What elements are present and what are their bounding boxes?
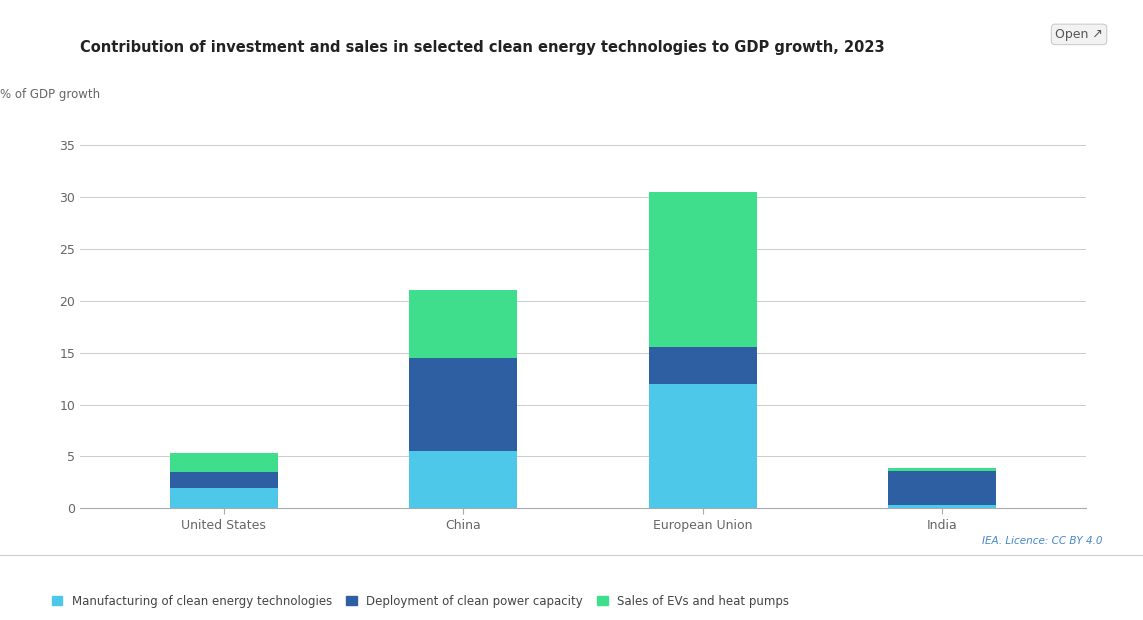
Bar [409,451,517,508]
Legend: Manufacturing of clean energy technologies, Deployment of clean power capacity, : Manufacturing of clean energy technologi… [51,595,789,608]
Bar [170,487,278,508]
Bar [649,384,757,508]
Text: Contribution of investment and sales in selected clean energy technologies to GD: Contribution of investment and sales in … [80,40,885,55]
Bar [888,505,996,508]
Bar [170,453,278,472]
Text: Open ↗: Open ↗ [1055,28,1103,41]
Bar [649,347,757,384]
Bar [409,358,517,451]
Text: % of GDP growth: % of GDP growth [0,88,99,101]
Bar [170,472,278,487]
Bar [888,468,996,471]
Bar [888,471,996,505]
Bar [409,290,517,358]
Text: IEA. Licence: CC BY 4.0: IEA. Licence: CC BY 4.0 [983,536,1103,546]
Bar [649,192,757,347]
